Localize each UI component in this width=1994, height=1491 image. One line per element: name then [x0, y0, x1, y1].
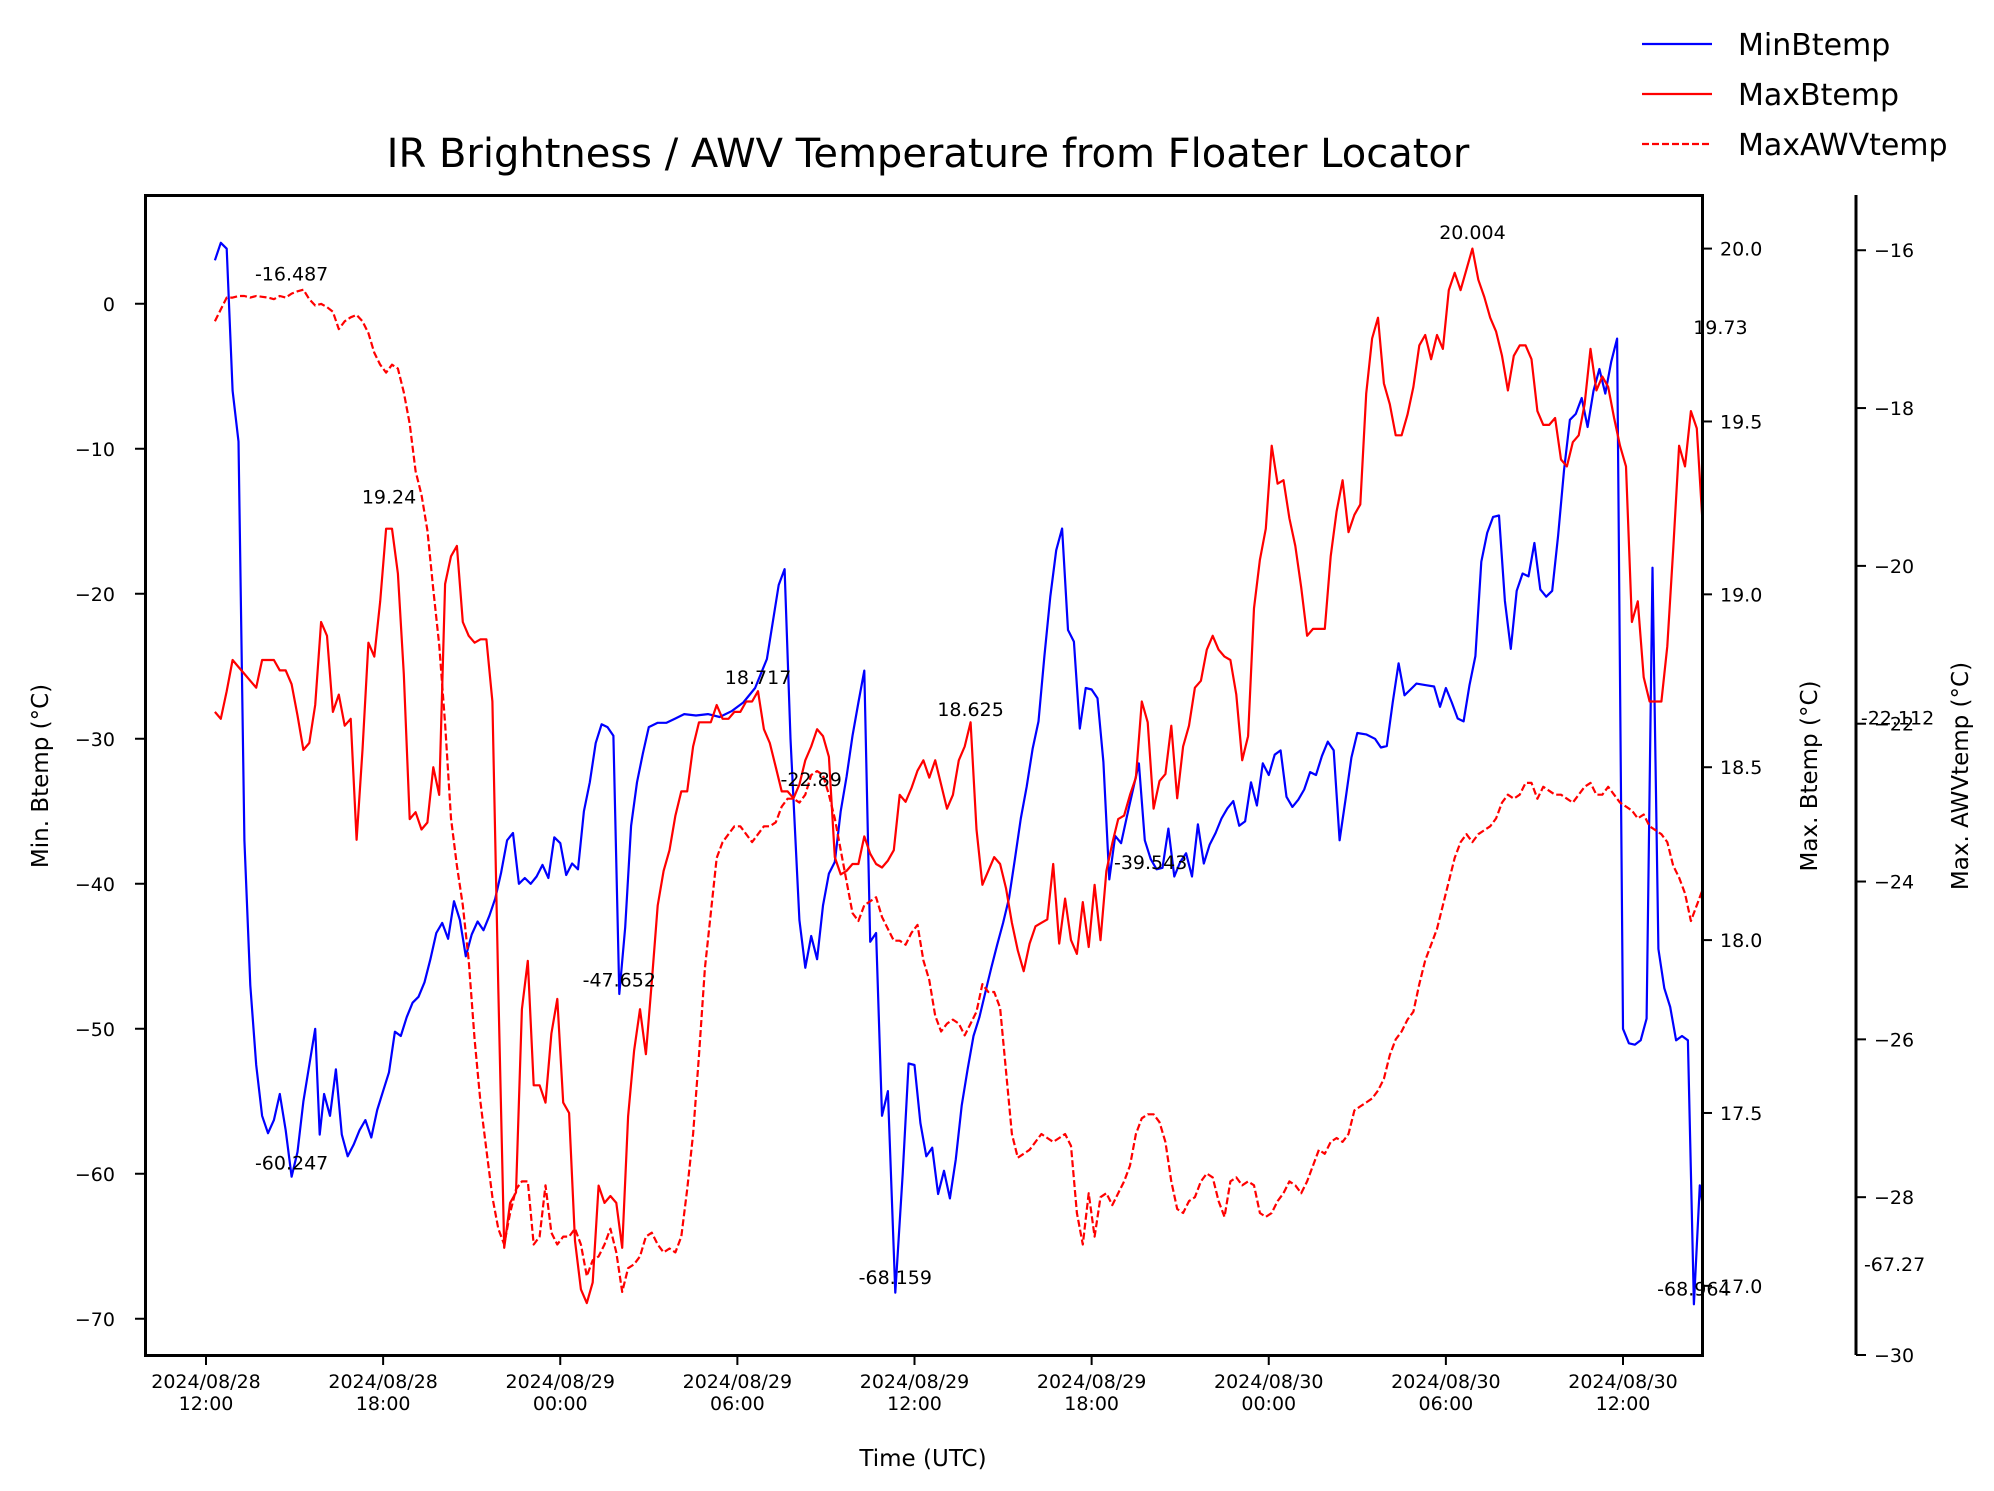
annotation-8: -39.543: [1114, 852, 1187, 874]
legend-label-minbtemp: MinBtemp: [1738, 28, 1890, 63]
x-axis: 2024/08/28 12:00 2024/08/28 18:00 2024/08/29…: [151, 1355, 1678, 1415]
chart-title: IR Brightness / AWV Temperature from Flo…: [387, 131, 1470, 177]
x-tick-label-0: 2024/08/28 12:00: [151, 1371, 261, 1415]
x-tick-label-4: 2024/08/29 12:00: [860, 1371, 970, 1415]
y-left-tick-label-1: −10: [75, 439, 115, 461]
annotation-12: -22.112: [1861, 708, 1934, 730]
x-axis-label: Time (UTC): [858, 1446, 986, 1472]
y-right2-tick-label-6: −28: [1874, 1187, 1914, 1209]
y-right2-tick-label-3: −22: [1874, 714, 1914, 736]
y-right2-tick-label-7: −30: [1874, 1345, 1914, 1367]
y-right1-tick-label-3: 18.5: [1720, 757, 1762, 779]
annotation-6: -68.159: [859, 1267, 932, 1289]
y-right2-tick-label-1: −18: [1874, 398, 1914, 420]
y-right2-tick-label-0: −16: [1874, 240, 1914, 262]
x-tick-label-8: 2024/08/30 12:00: [1568, 1371, 1678, 1415]
y-right1-tick-label-6: 20.0: [1720, 239, 1762, 261]
annotation-10: 19.73: [1693, 317, 1747, 339]
y-right2-tick-label-2: −20: [1874, 556, 1914, 578]
y-left-tick-label-5: −50: [75, 1019, 115, 1041]
y-axis-left-label: Min. Btemp (°C): [28, 684, 54, 868]
y-left-tick-label-0: 0: [103, 294, 115, 316]
x-tick-label-6: 2024/08/30 00:00: [1214, 1371, 1324, 1415]
annotation-1: -60.247: [255, 1152, 328, 1174]
plot-frame: [144, 194, 1704, 1357]
annotation-4: 18.717: [725, 667, 791, 689]
y-left-tick-label-3: −30: [75, 729, 115, 751]
y-axis-right1-label: Max. Btemp (°C): [1797, 681, 1823, 872]
annotation-2: 19.24: [362, 486, 416, 508]
y-left-tick-label-7: −70: [75, 1309, 115, 1331]
annotations: -16.487 -60.247 19.24 -47.652 18.717 -22.89 -6…: [255, 222, 1934, 1301]
annotation-3: -47.652: [583, 970, 656, 992]
y-left-tick-label-2: −20: [75, 584, 115, 606]
y-axis-right2-label: Max. AWVtemp (°C): [1948, 662, 1974, 890]
y-axis-right-maxawvtemp: −16 −18 −20 −22 −24 −26 −28 −30: [1854, 195, 1914, 1367]
annotation-11: -68.964: [1657, 1279, 1730, 1301]
y-axis-left: 0 −10 −20 −30 −40 −50 −60 −70: [75, 294, 145, 1331]
x-tick-label-3: 2024/08/29 06:00: [683, 1371, 793, 1415]
legend-label-maxawvtemp: MaxAWVtemp: [1738, 128, 1948, 163]
y-axis-right-maxbtemp: 17.0 17.5 18.0 18.5 19.0 19.5 20.0: [1702, 239, 1762, 1298]
annotation-5: -22.89: [781, 769, 842, 791]
y-right1-tick-label-5: 19.5: [1720, 411, 1762, 433]
y-left-tick-label-6: −60: [75, 1164, 115, 1186]
y-right1-tick-label-2: 18.0: [1720, 930, 1762, 952]
legend: MinBtemp MaxBtemp MaxAWVtemp: [1642, 28, 1948, 163]
x-tick-label-2: 2024/08/29 00:00: [505, 1371, 615, 1415]
x-tick-label-1: 2024/08/28 18:00: [328, 1371, 438, 1415]
annotation-9: 20.004: [1439, 222, 1505, 244]
annotation-0: -16.487: [255, 264, 328, 286]
y-right1-tick-label-1: 17.5: [1720, 1103, 1762, 1125]
x-tick-label-5: 2024/08/29 18:00: [1037, 1371, 1147, 1415]
series-line-minbtemp: [213, 241, 1702, 1306]
series-layer: [213, 241, 1702, 1306]
series-line-maxbtemp: [214, 247, 1702, 1305]
series-line-maxawvtemp: [213, 288, 1702, 1293]
y-right1-tick-label-0: 17.0: [1720, 1276, 1762, 1298]
y-right1-tick-label-4: 19.0: [1720, 584, 1762, 606]
y-right2-tick-label-4: −24: [1874, 872, 1914, 894]
annotation-7: 18.625: [937, 699, 1003, 721]
y-right2-tick-label-5: −26: [1874, 1029, 1914, 1051]
legend-label-maxbtemp: MaxBtemp: [1738, 78, 1899, 113]
x-tick-label-7: 2024/08/30 06:00: [1391, 1371, 1501, 1415]
y-left-tick-label-4: −40: [75, 874, 115, 896]
annotation-13: -67.27: [1864, 1254, 1925, 1276]
